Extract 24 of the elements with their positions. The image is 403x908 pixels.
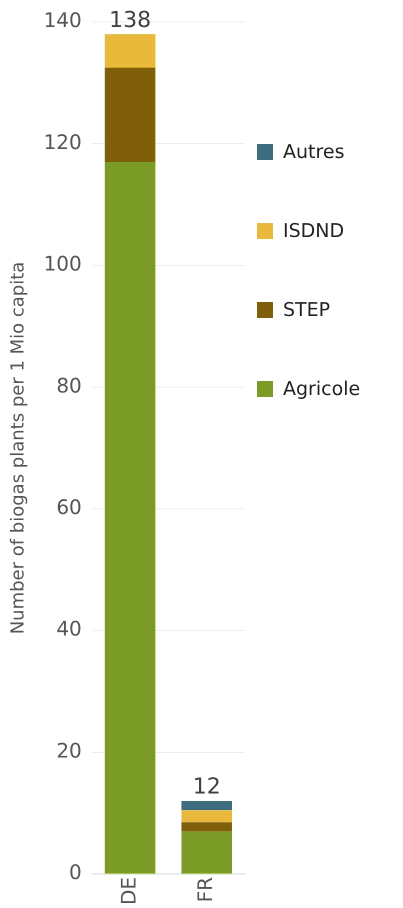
y-tick-label: 0	[69, 860, 82, 884]
bar	[104, 68, 156, 162]
total-label: 12	[192, 774, 221, 800]
bar	[181, 800, 232, 810]
legend-label: ISDND	[283, 220, 344, 242]
bar	[181, 831, 232, 874]
y-tick-label: 20	[56, 738, 82, 762]
y-axis-title: Number of biogas plants per 1 Mio capita	[7, 262, 28, 634]
bar	[181, 810, 232, 822]
x-tick-label: DE	[116, 876, 140, 906]
y-tick-label: 140	[44, 8, 82, 32]
y-tick-label: 100	[44, 252, 82, 276]
bar	[104, 34, 156, 68]
y-tick-label: 80	[56, 373, 82, 398]
legend-label: STEP	[283, 298, 330, 321]
y-tick-label: 120	[44, 130, 82, 154]
y-tick-label: 40	[56, 616, 82, 641]
bar	[104, 162, 156, 874]
y-tick-label: 60	[56, 495, 82, 520]
legend-label: Autres	[283, 140, 344, 163]
legend-label: Agricole	[283, 378, 360, 400]
x-tick-label: FR	[192, 876, 217, 902]
bar	[181, 822, 232, 832]
total-label: 138	[109, 8, 152, 33]
